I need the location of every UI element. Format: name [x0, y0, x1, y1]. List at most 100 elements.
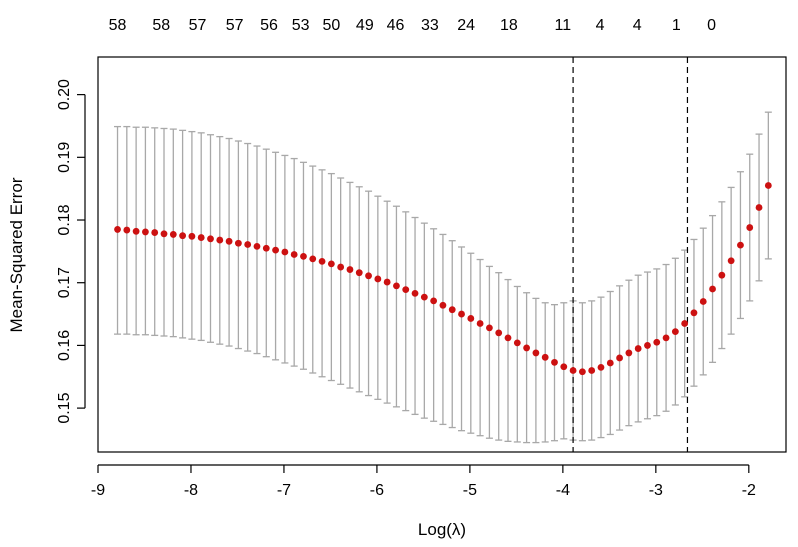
- x-axis: -9 -8 -7 -6 -5 -4 -3 -2: [91, 464, 756, 499]
- data-point: [383, 278, 391, 286]
- data-point: [718, 271, 726, 279]
- error-bar: [290, 157, 298, 367]
- data-point: [523, 344, 531, 352]
- y-tick-label: 0.18: [56, 204, 73, 235]
- top-tick-label: 56: [260, 17, 278, 34]
- y-tick-label: 0.19: [56, 142, 73, 173]
- data-point: [374, 275, 382, 283]
- data-point: [653, 338, 661, 346]
- top-tick-label: 4: [596, 17, 605, 34]
- data-point: [169, 231, 177, 238]
- data-point: [737, 241, 744, 249]
- top-axis: 58 58 57 57 56 53 50 49 46 33 24 18 11 4 4 1 0: [109, 17, 717, 34]
- data-point: [216, 236, 224, 244]
- data-point: [513, 339, 521, 347]
- error-bar: [485, 265, 493, 439]
- data-point: [448, 306, 456, 314]
- top-tick-label: 33: [421, 17, 439, 34]
- error-bar: [299, 161, 307, 370]
- data-point: [569, 367, 577, 374]
- top-tick-label: 57: [226, 17, 244, 34]
- data-point: [541, 353, 549, 361]
- data-point: [290, 251, 298, 258]
- error-bar: [383, 200, 391, 404]
- mse-points: [114, 182, 772, 376]
- top-tick-label: 50: [322, 17, 340, 34]
- data-point: [402, 286, 410, 294]
- data-point: [495, 329, 503, 337]
- top-tick-label: 58: [109, 17, 127, 34]
- data-point: [755, 204, 763, 211]
- data-point: [662, 334, 670, 342]
- error-bar: [467, 252, 475, 434]
- data-point: [597, 363, 605, 371]
- data-point: [393, 282, 400, 290]
- x-tick-label: -6: [370, 482, 384, 499]
- data-point: [179, 232, 187, 240]
- plot-frame: [97, 56, 787, 453]
- y-axis-title: Mean-Squared Error: [7, 177, 26, 332]
- data-point: [337, 263, 345, 271]
- top-tick-label: 58: [152, 17, 170, 34]
- error-bar: [318, 169, 326, 378]
- data-point: [467, 315, 475, 322]
- y-axis: 0.15 0.16 0.17 0.18 0.19 0.20: [56, 79, 86, 424]
- data-point: [281, 248, 289, 256]
- error-bar: [504, 278, 512, 442]
- data-point: [458, 310, 465, 318]
- data-point: [578, 368, 586, 376]
- data-point: [262, 244, 270, 252]
- data-point: [486, 324, 493, 332]
- data-point: [430, 297, 438, 305]
- error-bar: [253, 145, 261, 355]
- data-point: [151, 229, 159, 236]
- x-tick-label: -7: [277, 482, 291, 499]
- data-point: [420, 293, 428, 301]
- data-point: [132, 227, 140, 235]
- error-bar: [392, 205, 400, 408]
- error-bar: [560, 302, 568, 440]
- error-bar: [355, 186, 363, 393]
- data-point: [504, 334, 512, 342]
- data-point: [709, 285, 716, 293]
- error-bar: [420, 222, 428, 419]
- top-tick-label: 49: [356, 17, 374, 34]
- top-tick-label: 24: [457, 17, 475, 34]
- x-tick-label: -5: [463, 482, 477, 499]
- data-point: [476, 320, 484, 327]
- error-bar: [337, 177, 345, 385]
- x-tick-label: -9: [91, 482, 105, 499]
- error-bar: [346, 181, 354, 389]
- top-tick-label: 0: [707, 17, 716, 34]
- error-bar: [532, 297, 540, 444]
- data-point: [634, 345, 642, 352]
- error-bar: [550, 304, 558, 442]
- data-point: [439, 301, 447, 309]
- top-tick-label: 57: [189, 17, 207, 34]
- error-bar: [402, 211, 410, 412]
- error-bar: [262, 148, 270, 358]
- data-point: [644, 342, 651, 349]
- top-tick-label: 1: [672, 17, 681, 34]
- data-point: [327, 260, 335, 268]
- data-point: [160, 230, 168, 238]
- error-bar: [523, 292, 531, 444]
- data-point: [234, 239, 242, 247]
- y-tick-label: 0.17: [56, 267, 73, 298]
- error-bar: [327, 172, 335, 382]
- data-point: [244, 241, 252, 248]
- error-bar: [430, 228, 438, 422]
- error-bar: [448, 240, 456, 429]
- data-point: [225, 237, 233, 245]
- y-tick-label: 0.16: [56, 330, 73, 361]
- error-bar: [439, 233, 447, 426]
- x-axis-title: Log(λ): [418, 520, 466, 539]
- x-tick-label: -3: [649, 482, 663, 499]
- error-bar: [476, 258, 484, 437]
- top-tick-label: 11: [555, 17, 572, 34]
- data-point: [764, 182, 772, 189]
- error-bar: [374, 195, 382, 400]
- data-point: [365, 272, 372, 280]
- data-point: [625, 349, 633, 357]
- error-bar: [272, 151, 280, 361]
